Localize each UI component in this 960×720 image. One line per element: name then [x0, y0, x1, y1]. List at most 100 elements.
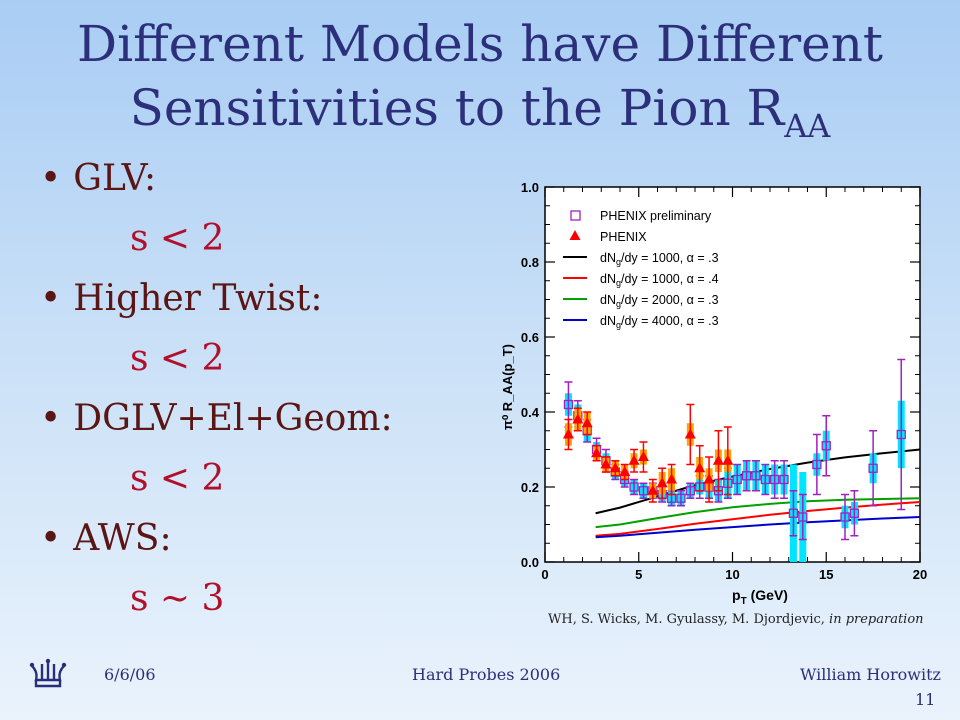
- bullet-label: Higher Twist:: [73, 278, 323, 319]
- legend-entry-sub: g: [616, 320, 621, 330]
- footer-date: 6/6/06: [104, 665, 156, 684]
- y-axis-label: π⁰ R_AA(p_T): [500, 344, 515, 430]
- data-point-square: [840, 512, 850, 522]
- legend-entry-text: dN: [600, 251, 616, 265]
- data-point-square: [629, 482, 639, 492]
- y-tick-label: 0.2: [521, 480, 539, 495]
- data-point-triangle: [628, 454, 640, 465]
- raa-chart: 0 5 10 15 20 0.0 0.2 0.4 0.6 0.8 1.0 pT (GeV) π⁰ R_A…: [490, 175, 950, 610]
- data-point-square: [638, 486, 649, 496]
- chart-svg: 0 5 10 15 20 0.0 0.2 0.4 0.6 0.8 1.0 pT (GeV) π⁰ R_A…: [500, 180, 927, 607]
- data-point-square: [788, 508, 799, 518]
- legend-entry: PHENIX: [600, 230, 647, 244]
- title-line-2: Sensitivities to the Pion RAA: [0, 76, 960, 158]
- legend-entry-text: dN: [600, 293, 616, 307]
- title-line-1: Different Models have Different: [76, 15, 884, 73]
- data-point-triangle: [666, 473, 678, 484]
- data-point-square: [760, 474, 770, 485]
- bullet-item: • DGLV+El+Geom:: [40, 398, 393, 439]
- bullet-dot-icon: •: [40, 518, 62, 559]
- data-point-square: [676, 493, 686, 503]
- data-point-triangle: [609, 462, 621, 473]
- data-point-square: [812, 459, 822, 470]
- legend-entry-text: dN: [600, 314, 616, 328]
- legend-triangle-marker: [569, 230, 581, 240]
- x-tick-label: 0: [541, 567, 548, 582]
- data-point-triangle: [694, 462, 706, 473]
- bullet-item: • GLV:: [40, 158, 156, 199]
- x-axis-label-unit: (GeV): [747, 587, 788, 603]
- bullet-value: s < 2: [130, 458, 225, 499]
- data-point-triangle: [581, 417, 593, 428]
- title-line-2-text: Sensitivities to the Pion R: [129, 79, 785, 137]
- bullet-label: AWS:: [73, 518, 172, 559]
- bullet-value: s < 2: [130, 338, 225, 379]
- footer-author: William Horowitz: [800, 665, 941, 684]
- legend-entry: PHENIX preliminary: [600, 209, 712, 223]
- bullet-item: • Higher Twist:: [40, 278, 322, 319]
- data-point-triangle: [722, 454, 734, 465]
- data-point-triangle: [647, 484, 659, 495]
- data-point-square: [751, 471, 761, 481]
- y-tick-label: 0.8: [521, 255, 539, 270]
- legend-entry: dNg/dy = 4000, α = .3: [600, 314, 719, 330]
- data-point-triangle: [637, 451, 649, 461]
- data-point-triangle: [572, 413, 584, 424]
- x-tick-label: 5: [635, 567, 642, 582]
- bullet-dot-icon: •: [40, 398, 62, 439]
- legend-entry-sub: g: [616, 299, 621, 309]
- x-axis-label-sub: T: [741, 596, 747, 607]
- footer-event: Hard Probes 2006: [412, 665, 561, 684]
- data-point-square: [770, 474, 780, 485]
- theory-curve: [595, 501, 920, 537]
- x-axis-label: pT (GeV): [732, 587, 788, 607]
- theory-curve: [595, 516, 920, 539]
- data-point-square: [741, 471, 752, 481]
- legend-entry-rest: /dy = 1000, α = .4: [621, 272, 719, 286]
- data-point-triangle: [562, 428, 574, 439]
- y-tick-label: 0.4: [521, 405, 540, 420]
- data-point-triangle: [619, 466, 631, 476]
- data-point-square: [563, 399, 574, 410]
- x-tick-label: 10: [725, 567, 739, 582]
- caption-authors: WH, S. Wicks, M. Gyulassy, M. Djordjevic…: [548, 612, 830, 627]
- legend-entry: dNg/dy = 2000, α = .3: [600, 293, 719, 309]
- data-point-square: [896, 429, 906, 440]
- data-point-triangle: [703, 473, 715, 484]
- y-tick-label: 0.6: [521, 330, 539, 345]
- legend-square-marker: [570, 210, 581, 221]
- data-point-triangle: [684, 428, 696, 439]
- bullet-item: • AWS:: [40, 518, 172, 559]
- crown-logo-icon: [29, 658, 67, 688]
- legend-entry-sub: g: [616, 257, 621, 267]
- legend-entry-rest: /dy = 4000, α = .3: [621, 314, 719, 328]
- data-point-square: [779, 474, 789, 485]
- legend-entry-text: PHENIX: [600, 230, 647, 244]
- x-axis-label-main: p: [732, 587, 741, 603]
- legend-entry-text: dN: [600, 272, 616, 286]
- chart-caption: WH, S. Wicks, M. Gyulassy, M. Djordjevic…: [548, 612, 924, 627]
- data-point-square: [685, 486, 695, 496]
- title-subscript: AA: [784, 107, 831, 145]
- bullet-dot-icon: •: [40, 278, 62, 319]
- slide-title: Different Models have Different Sensitiv…: [0, 12, 960, 158]
- data-point-square: [868, 463, 878, 473]
- bullet-value: s < 2: [130, 218, 225, 259]
- data-point-square: [821, 441, 831, 451]
- caption-status: in preparation: [829, 612, 924, 627]
- data-point-square: [849, 508, 860, 518]
- theory-curve: [595, 448, 920, 515]
- data-point-triangle: [600, 458, 612, 469]
- legend-entry: dNg/dy = 1000, α = .3: [600, 251, 719, 267]
- plot-area: [562, 358, 920, 562]
- data-point-triangle: [712, 454, 724, 465]
- data-point-square: [732, 474, 742, 485]
- legend-entry-sub: g: [616, 278, 621, 288]
- x-tick-label: 20: [913, 567, 927, 582]
- x-tick-label: 15: [819, 567, 833, 582]
- legend-entry-rest: /dy = 1000, α = .3: [621, 251, 719, 265]
- legend-entry-rest: /dy = 2000, α = .3: [621, 293, 719, 307]
- data-point-triangle: [591, 447, 603, 458]
- bullet-label: DGLV+El+Geom:: [73, 398, 393, 439]
- y-tick-label: 1.0: [521, 180, 539, 195]
